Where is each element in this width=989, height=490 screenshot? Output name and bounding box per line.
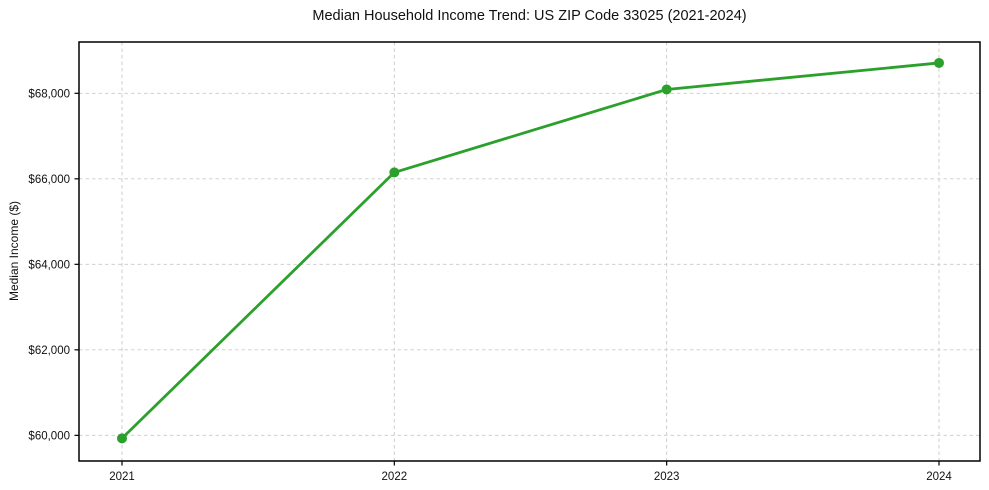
data-point-marker [934, 57, 944, 68]
data-point-marker [389, 167, 400, 178]
y-tick-label: $64,000 [28, 259, 70, 271]
chart-title: Median Household Income Trend: US ZIP Co… [312, 8, 747, 24]
axes-spines [78, 41, 981, 462]
y-tick-label: $62,000 [28, 345, 70, 357]
x-tick-label: 2024 [926, 471, 952, 483]
y-tick-label: $68,000 [28, 88, 70, 100]
x-tick-label: 2022 [382, 471, 408, 483]
series-line [120, 61, 941, 440]
x-tick-label: 2021 [109, 471, 135, 483]
x-tick-label: 2023 [654, 471, 680, 483]
y-tick-label: $60,000 [28, 430, 70, 442]
data-point-marker [117, 433, 127, 444]
y-tick-label: $66,000 [28, 174, 70, 186]
data-point-marker [661, 84, 672, 95]
